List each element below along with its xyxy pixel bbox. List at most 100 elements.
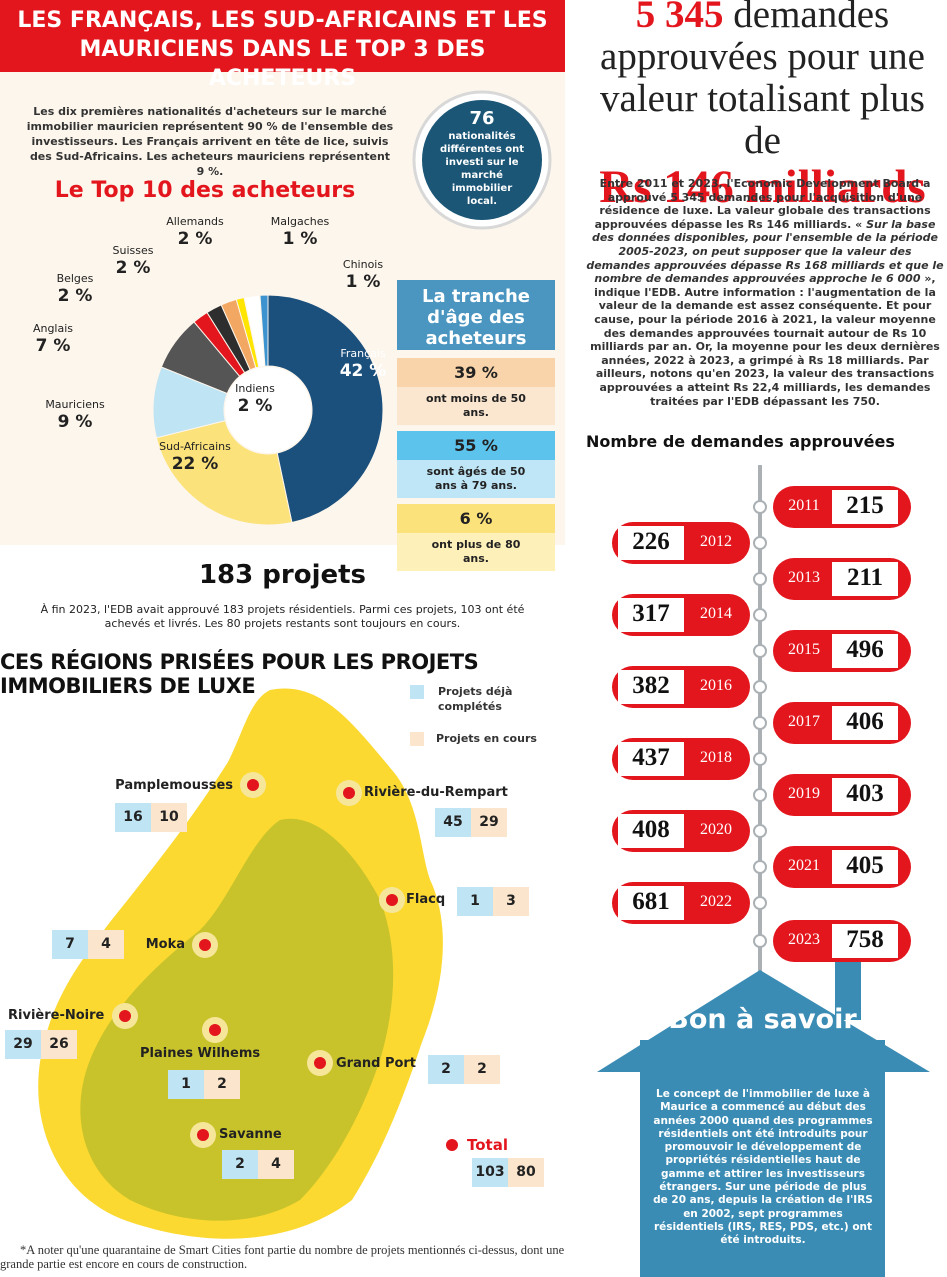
pie-label-name: Français xyxy=(340,347,386,360)
age-value: 6 % xyxy=(397,504,555,533)
badge-text: nationalités différentes ont investi sur… xyxy=(439,131,525,207)
pie-label-name: Suisses xyxy=(112,244,154,257)
ongoing-count: 80 xyxy=(508,1158,544,1187)
projects-title: 183 projets xyxy=(198,560,367,590)
legend-swatch xyxy=(410,732,424,746)
count: 215 xyxy=(846,492,884,519)
region-name: Total xyxy=(467,1136,508,1154)
year: 2022 xyxy=(700,893,732,910)
count: 211 xyxy=(846,564,884,591)
body-quote: Sur la base des données disponibles, pou… xyxy=(586,217,944,286)
pie-value-label: 2 % xyxy=(237,396,273,416)
headline-text: demandes approuvées pour une valeur tota… xyxy=(600,0,925,162)
pie-value-label: 1 % xyxy=(345,272,381,292)
map-title: CES RÉGIONS PRISÉES POUR LES PROJETS IMM… xyxy=(0,650,479,698)
completed-count: 2 xyxy=(428,1055,464,1084)
age-label: ont plus de 80 ans. xyxy=(397,533,555,571)
ongoing-count: 2 xyxy=(204,1070,240,1099)
timeline-node xyxy=(753,680,767,694)
intro: Les dix premières nationalités d'acheteu… xyxy=(26,105,394,178)
timeline-node xyxy=(753,500,767,514)
region-name: Grand Port xyxy=(336,1056,417,1071)
age-box: La tranche d'âge des acheteurs 39 % ont m… xyxy=(397,280,555,571)
value-box xyxy=(832,490,898,524)
timeline-node xyxy=(753,860,767,874)
pie-slice xyxy=(155,420,293,526)
info-title: Bon à savoir xyxy=(668,1004,857,1035)
projects-text: À fin 2023, l'EDB avait approuvé 183 pro… xyxy=(40,603,525,630)
region-name: Flacq xyxy=(406,892,446,907)
pie-value-label: 1 % xyxy=(282,229,318,249)
ongoing-count: 4 xyxy=(88,930,124,959)
headline-number: 5 345 xyxy=(635,0,724,36)
year: 2013 xyxy=(788,569,820,586)
pie-label-name: Malgaches xyxy=(270,215,330,228)
age-title: La tranche d'âge des acheteurs xyxy=(397,280,555,350)
completed-count: 103 xyxy=(472,1158,508,1187)
count: 405 xyxy=(846,852,884,879)
region-name: Savanne xyxy=(219,1127,282,1142)
marker xyxy=(343,787,355,799)
year: 2020 xyxy=(700,821,732,838)
timeline-node xyxy=(753,824,767,838)
value-box xyxy=(832,924,898,958)
marker xyxy=(386,894,398,906)
pie-label-name: Allemands xyxy=(166,215,224,228)
region-name: Plaines Wilhems xyxy=(140,1046,261,1061)
title-banner xyxy=(0,0,565,72)
year: 2015 xyxy=(788,641,820,658)
marker xyxy=(197,1129,209,1141)
count: 681 xyxy=(632,888,670,915)
body-text: Entre 2011 et 2023, l'Economic Developme… xyxy=(594,177,931,231)
timeline-node xyxy=(753,788,767,802)
marker xyxy=(446,1139,458,1151)
pie-hole xyxy=(225,367,311,453)
completed-count: 2 xyxy=(222,1150,258,1179)
pie-value-label: 7 % xyxy=(35,336,71,356)
pie-label-name: Chinois xyxy=(342,258,384,271)
info-text: Le concept de l'immobilier de luxe à Mau… xyxy=(653,1088,873,1247)
chimney xyxy=(835,960,861,1020)
value-box xyxy=(618,598,684,632)
ongoing-count: 10 xyxy=(151,803,187,832)
age-rows: 39 % ont moins de 50 ans. 55 % sont âgés de… xyxy=(397,358,555,571)
value-box xyxy=(618,886,684,920)
timeline-node xyxy=(753,752,767,766)
pie-value-label: 22 % xyxy=(171,454,219,474)
headline-amount: Rs 146 milliards xyxy=(599,161,926,213)
completed-count: 29 xyxy=(5,1030,41,1059)
count: 406 xyxy=(846,708,884,735)
completed-count: 1 xyxy=(168,1070,204,1099)
legend-swatch xyxy=(410,685,424,699)
value-box xyxy=(832,850,898,884)
marker xyxy=(199,939,211,951)
year: 2019 xyxy=(788,785,820,802)
ongoing-count: 4 xyxy=(258,1150,294,1179)
ongoing-count: 26 xyxy=(41,1030,77,1059)
age-label: sont âgés de 50 ans à 79 ans. xyxy=(397,460,555,498)
region-name: Rivière-du-Rempart xyxy=(364,785,508,800)
legend-label: Projets en cours xyxy=(436,732,537,745)
value-box xyxy=(618,742,684,776)
value-box xyxy=(618,670,684,704)
count: 317 xyxy=(632,600,670,627)
pie-slice xyxy=(267,294,384,524)
ongoing-count: 3 xyxy=(493,887,529,916)
count: 226 xyxy=(632,528,670,555)
legend-label: Projets déjà complétés xyxy=(438,685,513,713)
pie-label-name: Sud-Africains xyxy=(159,440,231,453)
pie-label-name: Belges xyxy=(56,272,94,285)
pie-value-label: 2 % xyxy=(177,229,213,249)
count: 437 xyxy=(632,744,670,771)
completed-count: 7 xyxy=(52,930,88,959)
timeline-node xyxy=(753,572,767,586)
age-value: 39 % xyxy=(397,358,555,387)
value-box xyxy=(832,562,898,596)
pie-value-label: 2 % xyxy=(115,258,151,278)
body-text: », indique l'EDB. Autre information : l'… xyxy=(590,272,940,408)
badge-number: 76 xyxy=(469,108,495,129)
timeline-node xyxy=(753,644,767,658)
footnote: *A noter qu'une quarantaine de Smart Cit… xyxy=(0,1243,565,1271)
